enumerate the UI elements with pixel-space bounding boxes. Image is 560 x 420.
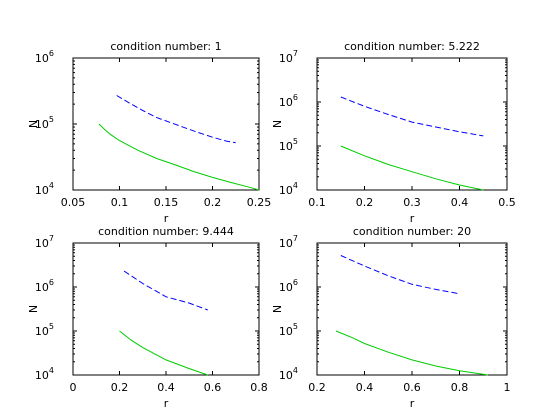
y-tick-base: 10: [279, 369, 293, 382]
y-tick-base: 10: [35, 325, 49, 338]
y-tick-base: 10: [35, 281, 49, 294]
y-tick-exponent: 4: [49, 366, 54, 375]
y-tick-base: 10: [35, 118, 49, 131]
x-tick-label: 0.1: [308, 196, 326, 209]
y-tick-base: 10: [279, 140, 293, 153]
y-tick-exponent: 6: [293, 93, 298, 102]
x-tick-label: 0.8: [250, 381, 268, 394]
y-tick-base: 10: [279, 96, 293, 109]
y-tick-base: 10: [279, 281, 293, 294]
subplot-title: condition number: 1: [110, 40, 221, 53]
y-tick-base: 10: [279, 184, 293, 197]
x-tick-label: 0.4: [451, 196, 469, 209]
x-tick-label: 0.2: [356, 196, 374, 209]
subplot-title: condition number: 9.444: [98, 225, 234, 238]
y-tick-label: 105: [279, 322, 298, 338]
y-tick-base: 10: [279, 237, 293, 250]
x-tick-label: 0.4: [356, 381, 374, 394]
series-line-dashed: [123, 270, 208, 311]
y-tick-label: 107: [35, 234, 54, 250]
series-line-solid: [335, 330, 489, 376]
x-tick-label: 1: [504, 381, 511, 394]
x-tick-label: 0.1: [111, 196, 129, 209]
y-tick-label: 104: [279, 366, 298, 382]
y-tick-label: 107: [279, 234, 298, 250]
y-tick-label: 106: [35, 49, 54, 65]
x-tick-label: 0: [70, 381, 77, 394]
y-tick-base: 10: [279, 52, 293, 65]
y-tick-base: 10: [35, 369, 49, 382]
y-tick-label: 107: [279, 49, 298, 65]
y-axis-label: N: [271, 120, 284, 128]
x-tick-label: 0.2: [308, 381, 326, 394]
x-tick-label: 0.2: [204, 196, 222, 209]
y-tick-exponent: 6: [49, 49, 54, 58]
x-tick-label: 0.25: [247, 196, 272, 209]
subplot-1: condition number: 10.05 0.1 0.15 0.2 0.25104…: [27, 40, 271, 225]
y-tick-exponent: 4: [293, 366, 298, 375]
series-line-solid: [340, 145, 484, 191]
x-tick-label: 0.5: [498, 196, 516, 209]
y-tick-exponent: 6: [293, 278, 298, 287]
y-tick-base: 10: [279, 325, 293, 338]
axes-frame: [72, 242, 260, 376]
subplot-4: condition number: 200.2 0.4 0.6 0.8 11041051…: [271, 225, 511, 410]
y-tick-label: 104: [279, 181, 298, 197]
y-tick-exponent: 5: [293, 322, 298, 331]
y-tick-label: 106: [35, 278, 54, 294]
y-tick-base: 10: [35, 52, 49, 65]
x-axis-label: r: [164, 212, 169, 225]
y-tick-label: 105: [35, 115, 54, 131]
y-tick-exponent: 7: [293, 234, 298, 243]
x-axis-label: r: [164, 397, 169, 410]
y-tick-base: 10: [35, 237, 49, 250]
x-tick-label: 0.6: [403, 381, 421, 394]
y-tick-exponent: 5: [49, 115, 54, 124]
y-axis-label: N: [271, 305, 284, 313]
subplot-title: condition number: 5.222: [344, 40, 480, 53]
x-tick-label: 0.05: [61, 196, 86, 209]
y-tick-label: 104: [35, 366, 54, 382]
y-tick-label: 104: [35, 181, 54, 197]
y-tick-exponent: 5: [293, 137, 298, 146]
y-tick-label: 105: [35, 322, 54, 338]
x-axis-label: r: [410, 397, 415, 410]
axes-frame: [316, 57, 508, 191]
x-tick-label: 0.6: [204, 381, 222, 394]
series-line-dashed: [340, 96, 484, 137]
y-tick-base: 10: [35, 184, 49, 197]
y-tick-label: 106: [279, 93, 298, 109]
x-tick-label: 0.8: [451, 381, 469, 394]
axes-frame: [72, 57, 260, 191]
y-tick-exponent: 7: [49, 234, 54, 243]
y-tick-exponent: 4: [293, 181, 298, 190]
y-tick-exponent: 5: [49, 322, 54, 331]
series-line-solid: [119, 330, 208, 376]
y-tick-label: 105: [279, 137, 298, 153]
y-tick-label: 106: [279, 278, 298, 294]
x-tick-label: 0.3: [403, 196, 421, 209]
x-tick-label: 0.15: [154, 196, 179, 209]
series-line-dashed: [340, 255, 460, 295]
y-tick-exponent: 6: [49, 278, 54, 287]
x-tick-label: 0.2: [111, 381, 129, 394]
series-line-solid: [98, 123, 260, 191]
y-axis-label: N: [27, 120, 40, 128]
y-axis-label: N: [27, 305, 40, 313]
y-tick-exponent: 7: [293, 49, 298, 58]
axes-frame: [316, 242, 508, 376]
x-tick-label: 0.4: [157, 381, 175, 394]
subplot-title: condition number: 20: [353, 225, 471, 238]
x-axis-label: r: [410, 212, 415, 225]
subplot-2: condition number: 5.222 0.1 0.2 0.3 0.4 0.5 10…: [271, 40, 516, 225]
y-tick-exponent: 4: [49, 181, 54, 190]
series-line-dashed: [116, 95, 236, 144]
